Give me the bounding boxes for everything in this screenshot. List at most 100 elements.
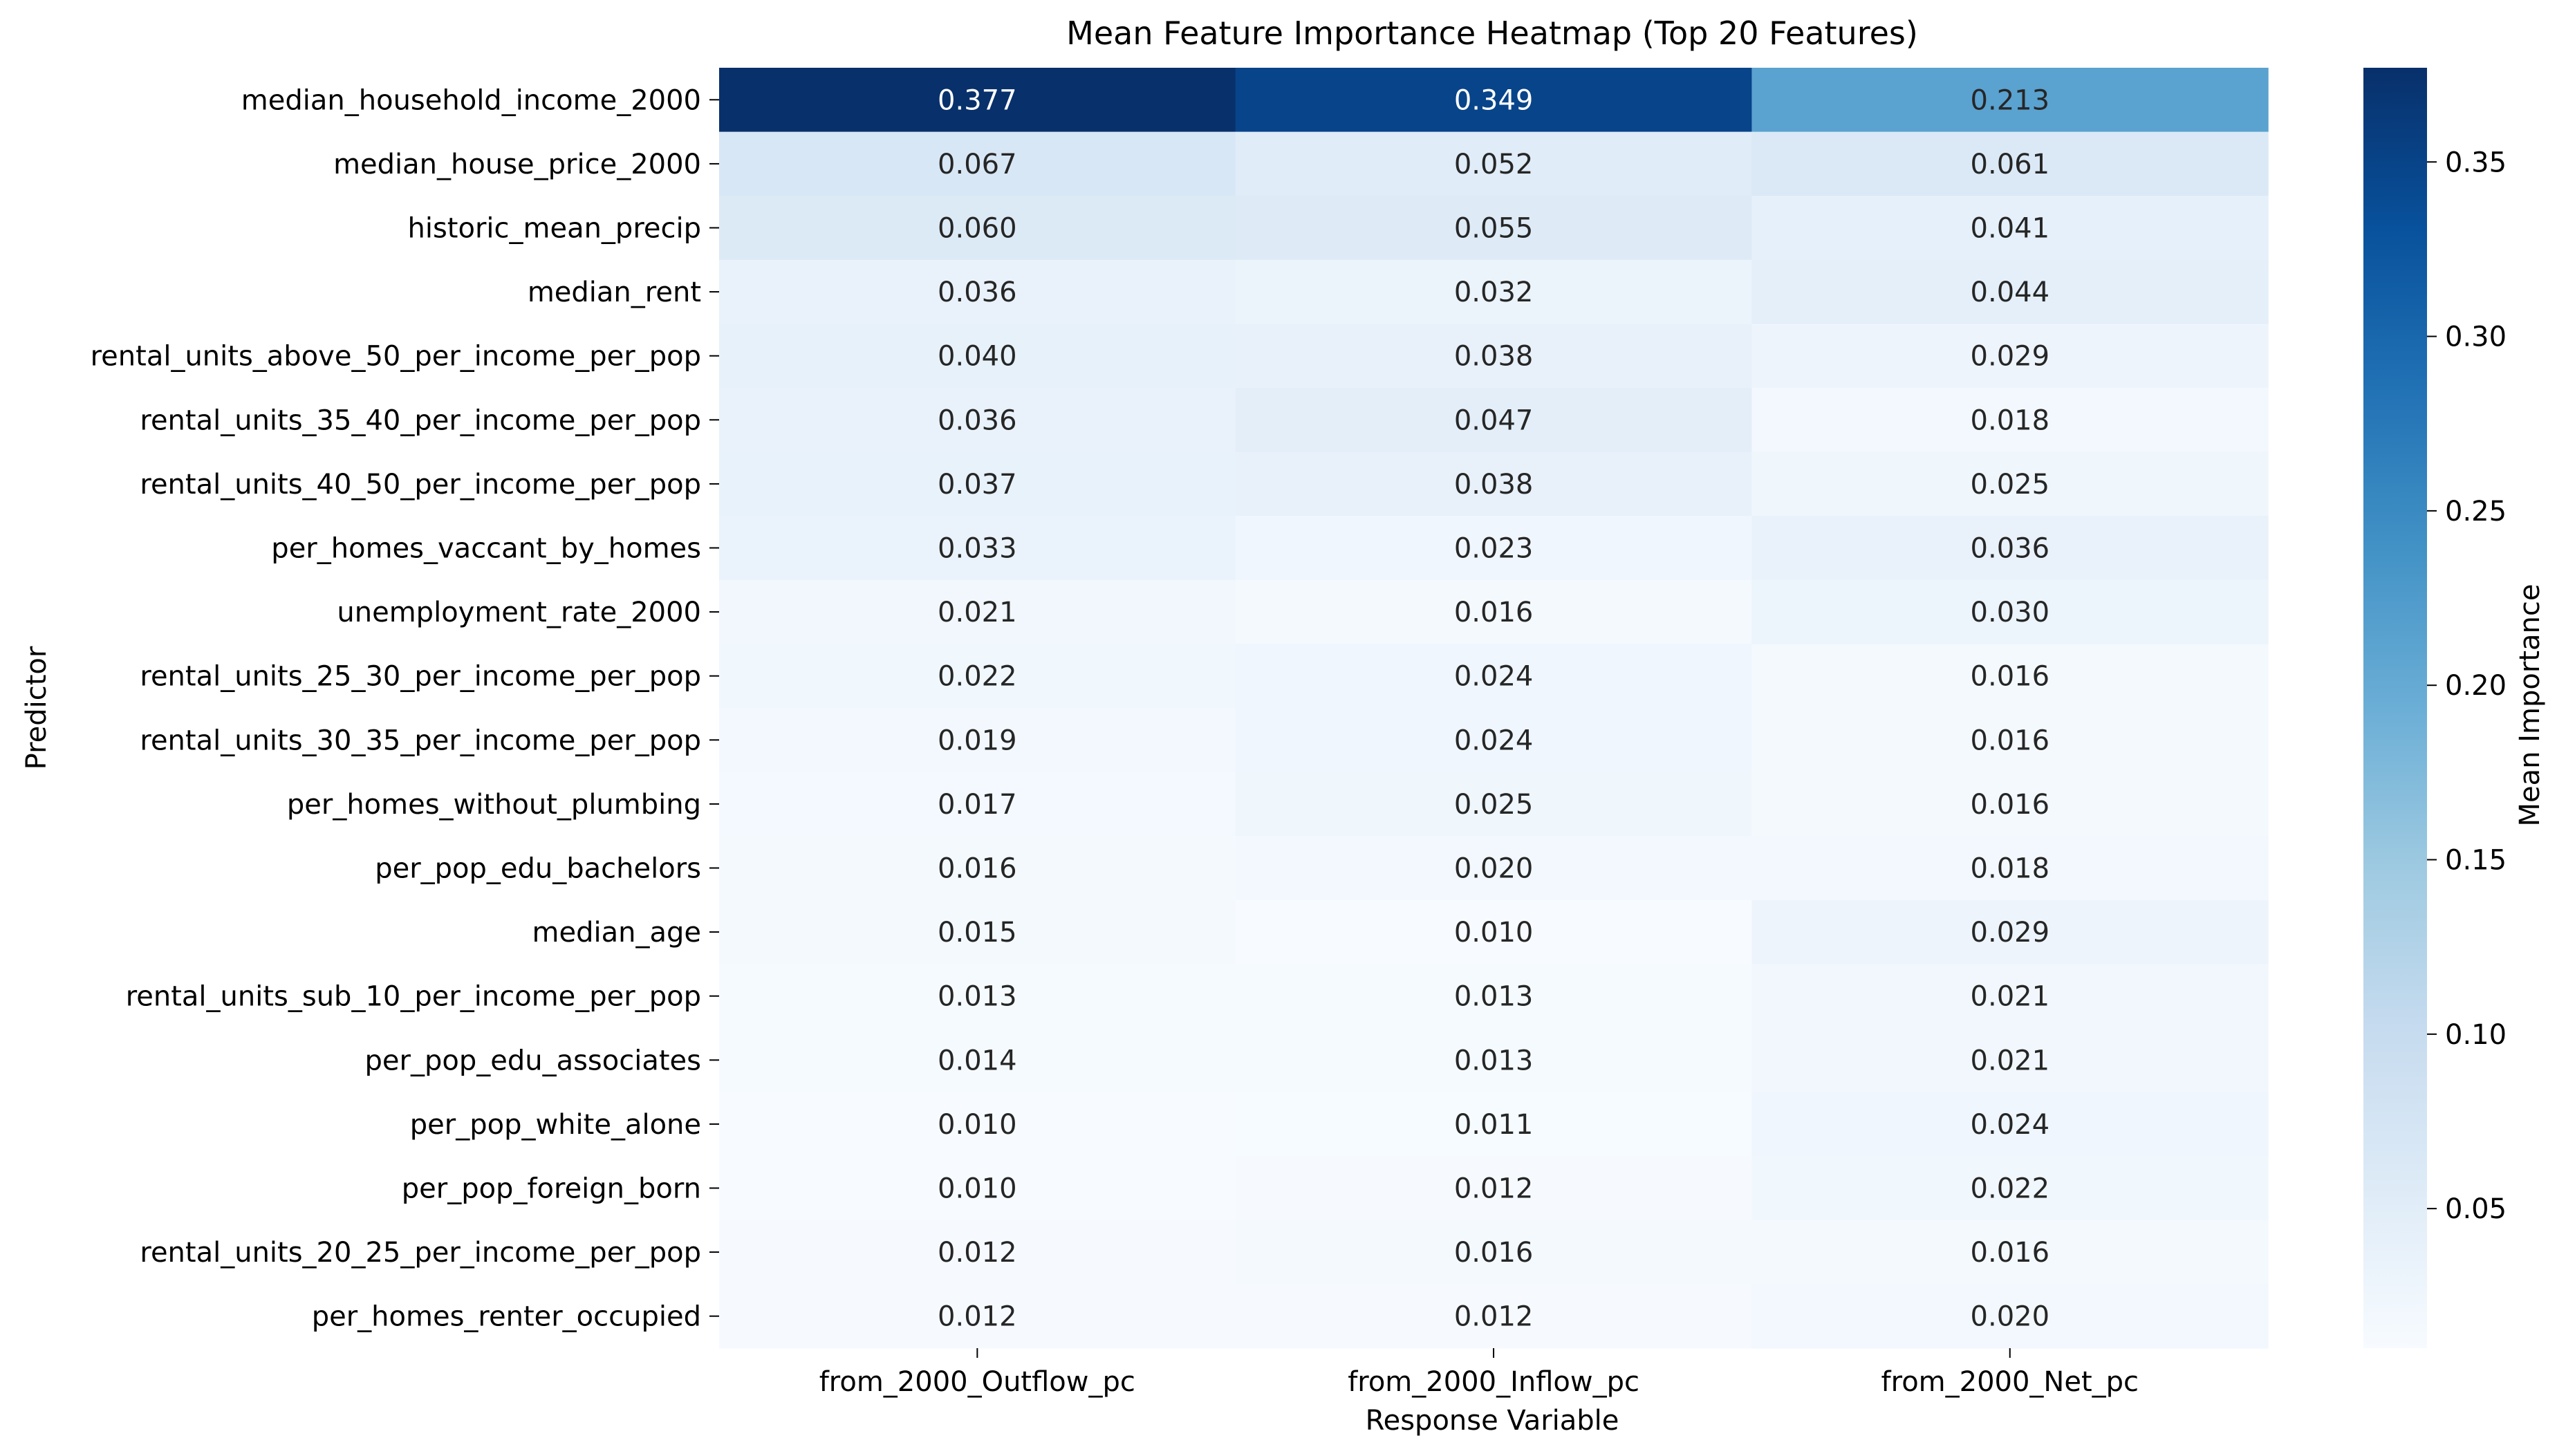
heatmap-cell (719, 259, 1236, 324)
cell-value-label: 0.036 (938, 404, 1017, 436)
y-tick-label: per_pop_edu_bachelors (375, 853, 701, 885)
cell-value-label: 0.016 (938, 853, 1017, 885)
heatmap-cell (1235, 451, 1752, 516)
cell-value-label: 0.038 (1454, 341, 1534, 373)
cell-value-label: 0.044 (1971, 277, 2050, 308)
cell-value-label: 0.011 (1454, 1109, 1534, 1141)
cell-value-label: 0.016 (1971, 789, 2050, 821)
x-axis-label: Response Variable (1366, 1405, 1619, 1437)
heatmap-cell (1751, 259, 2269, 324)
heatmap-cell (1235, 516, 1752, 581)
heatmap-cell (1751, 1028, 2269, 1093)
heatmap-cell (719, 772, 1236, 837)
cell-value-label: 0.013 (938, 981, 1017, 1013)
chart-title: Mean Feature Importance Heatmap (Top 20 … (1066, 15, 1918, 52)
heatmap-cell (719, 196, 1236, 261)
y-tick-label: rental_units_20_25_per_income_per_pop (140, 1237, 701, 1269)
heatmap-cell (1751, 772, 2269, 837)
cell-value-label: 0.036 (1971, 533, 2050, 565)
y-tick-label: rental_units_30_35_per_income_per_pop (140, 725, 701, 756)
colorbar-tick-label: 0.25 (2445, 496, 2507, 528)
cell-value-label: 0.016 (1454, 597, 1534, 628)
cell-value-label: 0.017 (938, 789, 1017, 821)
cell-value-label: 0.018 (1971, 853, 2050, 885)
heatmap-cell (1235, 259, 1752, 324)
cell-value-label: 0.349 (1454, 84, 1534, 116)
colorbar: 0.05 0.10 0.15 0.20 0.25 0.30 0.35 (2363, 68, 2507, 1348)
heatmap-cell (1751, 1284, 2269, 1349)
heatmap-cell (1235, 1220, 1752, 1285)
heatmap-cell (1235, 1156, 1752, 1221)
heatmap-cell (1235, 1028, 1752, 1093)
y-tick-label: rental_units_40_50_per_income_per_pop (140, 469, 701, 501)
heatmap-cell (1751, 516, 2269, 581)
cell-value-label: 0.032 (1454, 277, 1534, 308)
heatmap-cell (719, 708, 1236, 773)
x-tick-label: from_2000_Outflow_pc (819, 1366, 1135, 1398)
heatmap-cell (719, 836, 1236, 901)
colorbar-tick-label: 0.05 (2445, 1193, 2507, 1225)
cell-value-label: 0.012 (1454, 1301, 1534, 1333)
heatmap-cell (1235, 196, 1752, 261)
cell-value-label: 0.052 (1454, 149, 1534, 180)
y-tick-label: per_homes_without_plumbing (287, 789, 701, 821)
cell-value-label: 0.036 (938, 277, 1017, 308)
cell-value-label: 0.021 (1971, 1045, 2050, 1076)
cell-value-label: 0.029 (1971, 341, 2050, 373)
colorbar-gradient (2363, 68, 2427, 1348)
cell-value-label: 0.010 (1454, 917, 1534, 949)
y-tick-labels: median_household_income_2000 median_house… (91, 84, 719, 1333)
cell-value-label: 0.021 (1971, 981, 2050, 1013)
cell-value-label: 0.021 (938, 597, 1017, 628)
heatmap-cell (719, 1156, 1236, 1221)
y-tick-label: rental_units_sub_10_per_income_per_pop (126, 981, 701, 1013)
y-tick-label: median_household_income_2000 (241, 84, 701, 116)
heatmap-cell (719, 516, 1236, 581)
cell-value-label: 0.037 (938, 469, 1017, 501)
heatmap-cell (719, 579, 1236, 644)
heatmap-cell (719, 1028, 1236, 1093)
heatmap-cell (1751, 68, 2269, 133)
heatmap-cell (719, 131, 1236, 196)
heatmap-cell (719, 68, 1236, 133)
heatmap-cell (1751, 388, 2269, 453)
x-tick-labels: from_2000_Outflow_pc from_2000_Inflow_pc f… (819, 1348, 2139, 1398)
heatmap-cell (1751, 1220, 2269, 1285)
heatmap-cell (719, 388, 1236, 453)
cell-value-label: 0.024 (1454, 725, 1534, 756)
cell-value-label: 0.038 (1454, 469, 1534, 501)
cell-value-label: 0.020 (1454, 853, 1534, 885)
heatmap-cell (719, 451, 1236, 516)
y-tick-label: per_pop_foreign_born (402, 1173, 701, 1205)
colorbar-tick-label: 0.30 (2445, 321, 2507, 353)
cell-value-label: 0.061 (1971, 149, 2050, 180)
heatmap-cell (719, 964, 1236, 1029)
cell-value-label: 0.030 (1971, 597, 2050, 628)
x-tick-label: from_2000_Inflow_pc (1348, 1366, 1639, 1398)
heatmap-cell (1751, 196, 2269, 261)
y-tick-label: rental_units_above_50_per_income_per_pop (91, 341, 701, 373)
cell-value-label: 0.010 (938, 1173, 1017, 1205)
y-tick-label: per_homes_renter_occupied (312, 1301, 701, 1333)
y-tick-label: unemployment_rate_2000 (337, 597, 701, 628)
y-axis-label: Predictor (21, 646, 53, 769)
cell-value-label: 0.010 (938, 1109, 1017, 1141)
y-tick-label: median_house_price_2000 (333, 149, 701, 180)
cell-value-label: 0.024 (1454, 661, 1534, 693)
heatmap-cell (1751, 131, 2269, 196)
heatmap-cell (1751, 1092, 2269, 1157)
cell-value-label: 0.041 (1971, 213, 2050, 245)
cell-value-label: 0.033 (938, 533, 1017, 565)
heatmap-cell (1235, 1092, 1752, 1157)
cell-value-label: 0.018 (1971, 404, 2050, 436)
cell-value-label: 0.013 (1454, 1045, 1534, 1076)
heatmap-cell (1235, 68, 1752, 133)
heatmap-cell (1235, 579, 1752, 644)
colorbar-tick-label: 0.35 (2445, 147, 2507, 178)
colorbar-tick-label: 0.20 (2445, 670, 2507, 702)
y-tick-label: median_rent (528, 277, 701, 308)
heatmap-cell (1235, 324, 1752, 389)
cell-value-label: 0.016 (1971, 1237, 2050, 1269)
y-tick-label: per_homes_vaccant_by_homes (271, 533, 701, 565)
